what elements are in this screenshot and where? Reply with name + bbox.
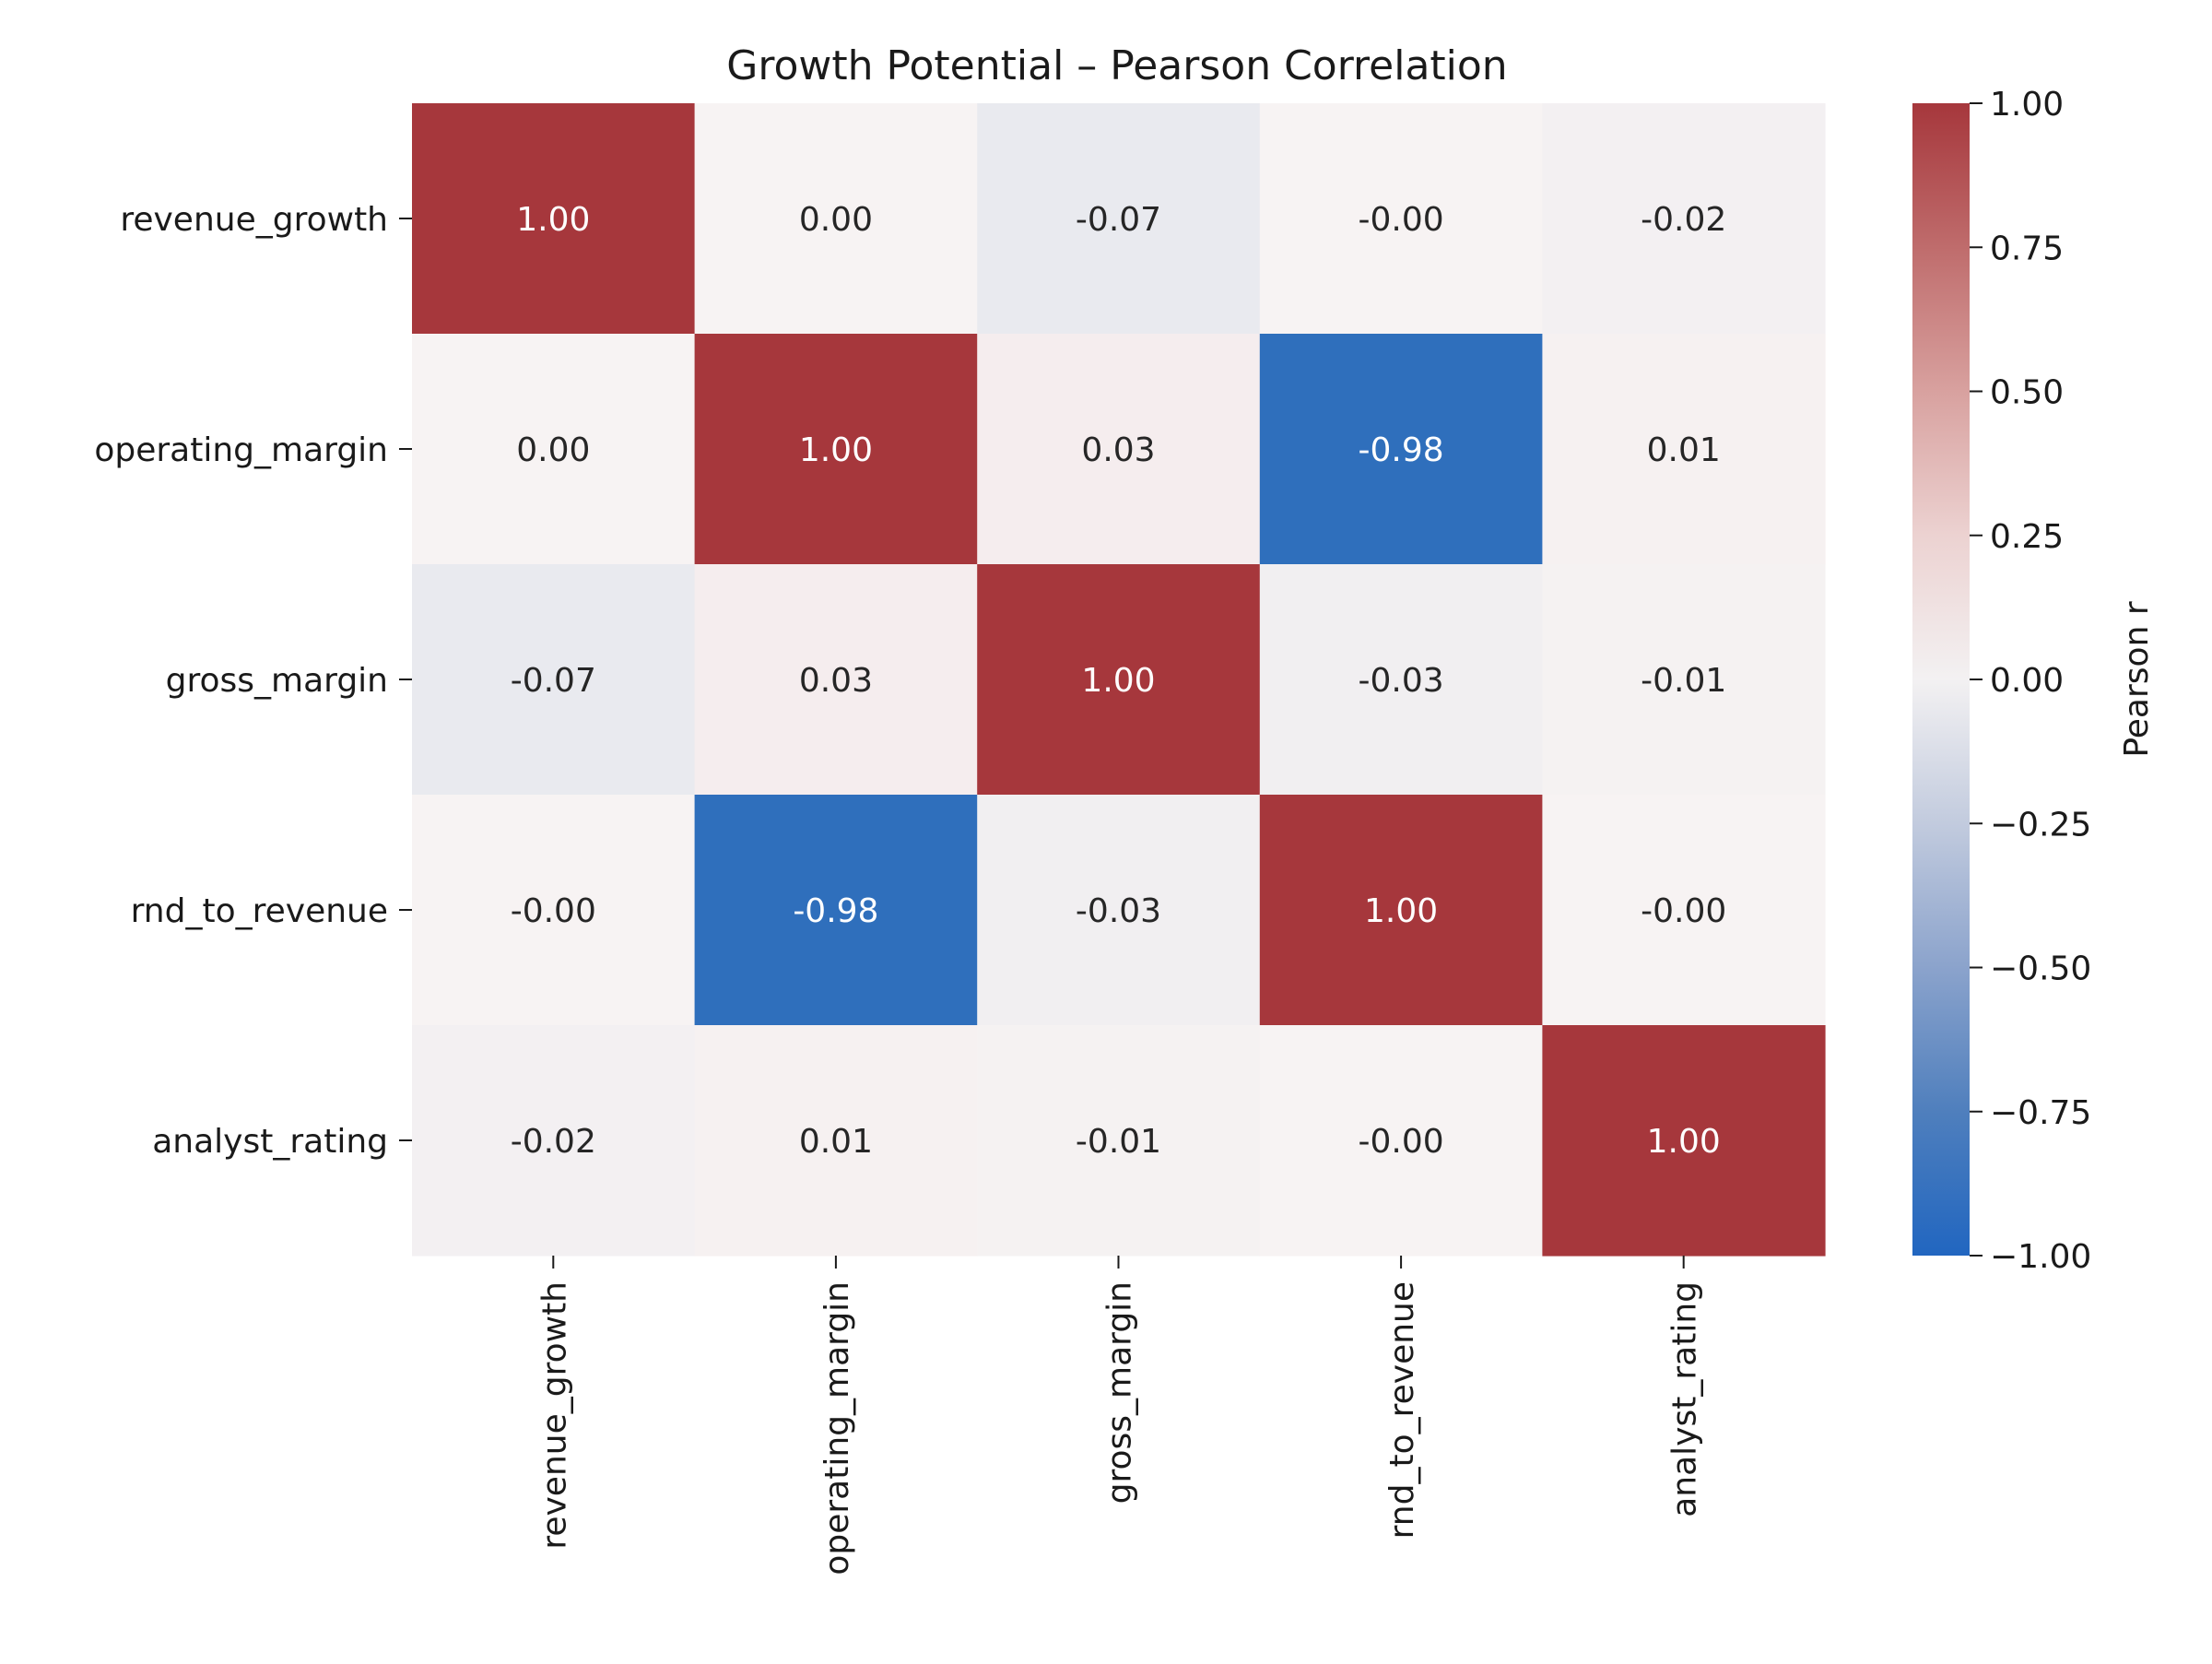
- cell-value-label: 0.01: [799, 1123, 873, 1161]
- heatmap-cell: [1259, 334, 1543, 565]
- heatmap-cell: [1542, 334, 1826, 565]
- cell-value-label: 0.00: [799, 201, 873, 239]
- heatmap-cell: [1542, 795, 1826, 1026]
- colorbar-tick-label: −0.25: [1990, 806, 2091, 844]
- column-tick-label: operating_margin: [818, 1281, 856, 1575]
- cell-value-label: -0.07: [511, 662, 596, 700]
- heatmap-cell: [977, 334, 1261, 565]
- colorbar-tick-label: −1.00: [1990, 1238, 2091, 1276]
- heatmap-cell: [1259, 103, 1543, 335]
- heatmap-cell: [1542, 1025, 1826, 1257]
- cell-value-label: 1.00: [516, 201, 590, 239]
- colorbar-gradient: [1912, 103, 1970, 1256]
- row-tick-label: rnd_to_revenue: [131, 892, 388, 930]
- column-tick-label: gross_margin: [1101, 1281, 1139, 1504]
- column-tick-labels: revenue_growth operating_margin gross_marg…: [535, 1256, 1704, 1575]
- row-tick-label: analyst_rating: [152, 1123, 388, 1161]
- heatmap-cell: [1259, 795, 1543, 1026]
- heatmap-cell: [977, 103, 1261, 335]
- cell-value-label: -0.00: [1359, 1123, 1444, 1161]
- heatmap-cell: [977, 795, 1261, 1026]
- heatmap-cell: [412, 334, 696, 565]
- cell-value-label: -0.07: [1076, 201, 1161, 239]
- heatmap-cell: [1542, 564, 1826, 796]
- cell-value-label: -0.03: [1359, 662, 1444, 700]
- cell-value-label: 0.03: [1081, 431, 1155, 469]
- colorbar-tick-label: 0.50: [1990, 374, 2064, 412]
- colorbar-tick-label: 0.75: [1990, 230, 2064, 267]
- heatmap-cell: [694, 103, 978, 335]
- colorbar-tick-label: 0.00: [1990, 662, 2064, 700]
- cell-value-label: -0.01: [1076, 1123, 1161, 1161]
- colorbar-label: Pearson r: [2118, 601, 2156, 757]
- cell-value-label: -0.01: [1641, 662, 1726, 700]
- heatmap-cell: [694, 334, 978, 565]
- cell-value-label: 0.03: [799, 662, 873, 700]
- chart-title: Growth Potential – Pearson Correlation: [726, 42, 1507, 89]
- cell-value-label: -0.02: [511, 1123, 596, 1161]
- heatmap-cell: [977, 1025, 1261, 1257]
- heatmap-cells: 1.00 0.00 -0.07 -0.00 -0.02 0.00 1.00 0.03 -0.98…: [412, 103, 1826, 1257]
- cell-value-label: -0.03: [1076, 892, 1161, 930]
- heatmap-cell: [1259, 1025, 1543, 1257]
- row-tick-labels: revenue_growth operating_margin gross_marg…: [94, 201, 412, 1161]
- cell-value-label: -0.00: [511, 892, 596, 930]
- heatmap-cell: [694, 795, 978, 1026]
- row-tick-label: operating_margin: [94, 431, 388, 469]
- cell-value-label: 0.00: [516, 431, 590, 469]
- cell-value-label: -0.02: [1641, 201, 1726, 239]
- colorbar-tick-label: −0.50: [1990, 950, 2091, 988]
- colorbar-ticks: 1.00 0.75 0.50 0.25 0.00 −0.25 −0.50 −0.75 −1.00: [1970, 86, 2091, 1276]
- heatmap-cell: [977, 564, 1261, 796]
- heatmap-cell: [694, 1025, 978, 1257]
- cell-value-label: -0.00: [1359, 201, 1444, 239]
- cell-value-label: 1.00: [799, 431, 873, 469]
- cell-value-label: 1.00: [1647, 1123, 1721, 1161]
- column-tick-label: analyst_rating: [1666, 1281, 1704, 1517]
- colorbar: 1.00 0.75 0.50 0.25 0.00 −0.25 −0.50 −0.75 −1.00…: [1912, 86, 2156, 1276]
- heatmap-cell: [412, 795, 696, 1026]
- colorbar-tick-label: 0.25: [1990, 518, 2064, 556]
- heatmap-cell: [412, 103, 696, 335]
- cell-value-label: -0.00: [1641, 892, 1726, 930]
- colorbar-tick-label: 1.00: [1990, 86, 2064, 124]
- heatmap-cell: [1542, 103, 1826, 335]
- heatmap-cell: [1259, 564, 1543, 796]
- heatmap-cell: [694, 564, 978, 796]
- heatmap-cell: [412, 1025, 696, 1257]
- cell-value-label: 0.01: [1647, 431, 1721, 469]
- cell-value-label: -0.98: [793, 892, 878, 930]
- cell-value-label: -0.98: [1359, 431, 1444, 469]
- column-tick-label: rnd_to_revenue: [1383, 1281, 1421, 1539]
- cell-value-label: 1.00: [1081, 662, 1155, 700]
- row-tick-label: gross_margin: [166, 662, 388, 700]
- heatmap-cell: [412, 564, 696, 796]
- row-tick-label: revenue_growth: [120, 201, 388, 239]
- colorbar-tick-label: −0.75: [1990, 1094, 2091, 1132]
- column-tick-label: revenue_growth: [535, 1281, 573, 1550]
- cell-value-label: 1.00: [1364, 892, 1438, 930]
